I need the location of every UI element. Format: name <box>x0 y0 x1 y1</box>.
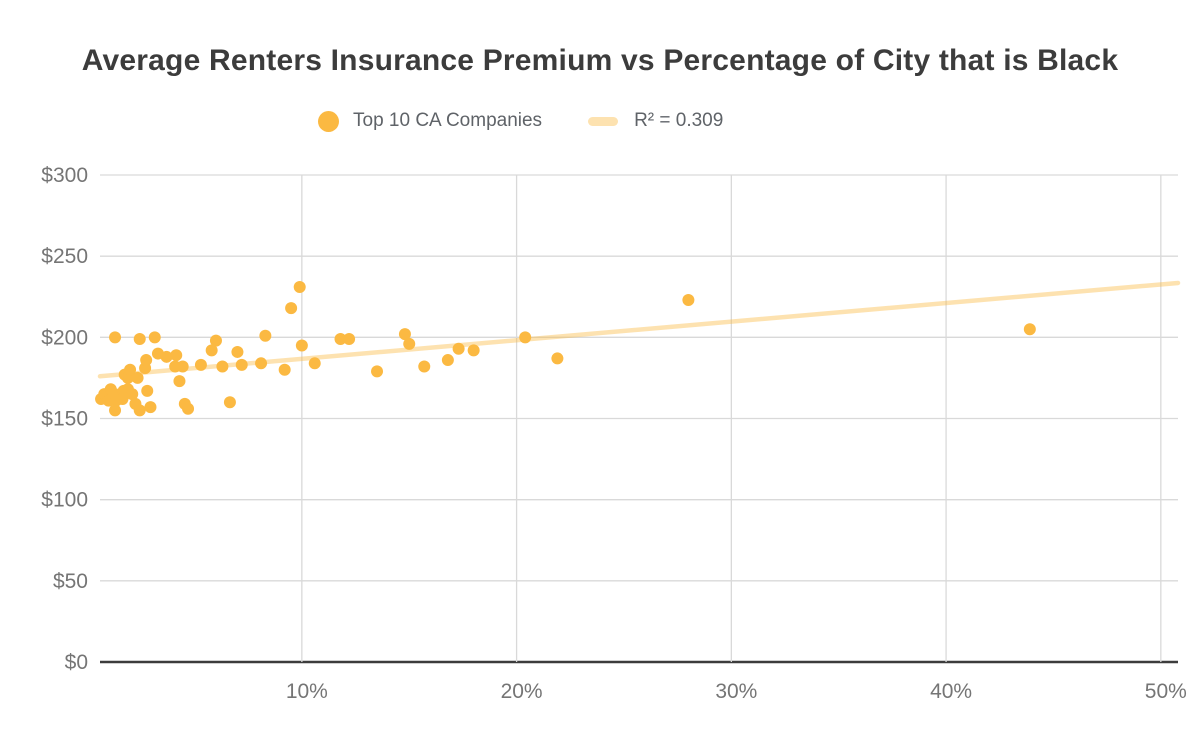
data-point[interactable] <box>334 332 347 345</box>
series-dot-icon <box>318 110 339 132</box>
data-point[interactable] <box>519 331 532 344</box>
data-point[interactable] <box>343 332 356 345</box>
data-point[interactable] <box>293 281 306 294</box>
data-point[interactable] <box>176 360 189 373</box>
data-point[interactable] <box>109 331 122 344</box>
y-tick-label: $100 <box>41 489 88 512</box>
series-legend-label: Top 10 CA Companies <box>353 110 543 131</box>
y-tick-label: $50 <box>53 570 88 593</box>
y-tick-label: $150 <box>41 408 88 431</box>
data-point[interactable] <box>1023 323 1036 336</box>
data-point[interactable] <box>116 393 129 406</box>
data-point[interactable] <box>467 344 480 357</box>
data-point[interactable] <box>452 342 465 355</box>
data-point[interactable] <box>403 337 416 350</box>
data-point[interactable] <box>235 358 248 371</box>
data-point[interactable] <box>131 371 144 384</box>
data-point[interactable] <box>126 388 139 401</box>
x-tick-label: 40% <box>930 680 972 703</box>
data-point[interactable] <box>295 339 308 352</box>
y-tick-label: $200 <box>41 326 88 349</box>
data-point[interactable] <box>141 384 154 397</box>
trendline-legend-label: R² = 0.309 <box>634 110 724 131</box>
chart-legend: Top 10 CA Companies R² = 0.309 <box>318 106 723 136</box>
data-point[interactable] <box>223 396 236 409</box>
data-point[interactable] <box>160 350 173 363</box>
data-point[interactable] <box>418 360 431 373</box>
data-point[interactable] <box>194 358 207 371</box>
data-point[interactable] <box>140 354 153 367</box>
data-point[interactable] <box>255 357 268 370</box>
data-point[interactable] <box>144 401 157 414</box>
x-tick-label: 10% <box>286 680 328 703</box>
data-point[interactable] <box>133 404 146 417</box>
trend-line <box>97 280 1181 379</box>
y-tick-label: $0 <box>65 651 88 674</box>
data-point[interactable] <box>124 363 137 376</box>
data-point[interactable] <box>285 302 298 315</box>
y-tick-label: $250 <box>41 245 88 268</box>
data-point[interactable] <box>148 331 161 344</box>
data-point[interactable] <box>205 344 218 357</box>
data-point[interactable] <box>308 357 321 370</box>
x-tick-label: 30% <box>715 680 757 703</box>
trendline-swatch-icon <box>588 116 619 126</box>
data-point[interactable] <box>259 329 272 342</box>
data-point[interactable] <box>170 349 183 362</box>
data-point[interactable] <box>398 328 411 341</box>
data-point[interactable] <box>551 352 564 365</box>
x-tick-label: 20% <box>501 680 543 703</box>
data-point[interactable] <box>109 404 122 417</box>
y-tick-label: $300 <box>41 164 88 187</box>
data-point[interactable] <box>216 360 229 373</box>
data-point[interactable] <box>182 402 195 415</box>
data-point[interactable] <box>231 345 244 358</box>
data-point[interactable] <box>209 334 222 347</box>
x-tick-label: 50% <box>1145 680 1187 703</box>
chart-title: Average Renters Insurance Premium vs Per… <box>81 44 1119 77</box>
data-point[interactable] <box>133 332 146 345</box>
data-point[interactable] <box>682 293 695 306</box>
data-point[interactable] <box>173 375 186 388</box>
data-point[interactable] <box>441 354 454 367</box>
data-point[interactable] <box>278 363 291 376</box>
data-point[interactable] <box>371 365 384 378</box>
